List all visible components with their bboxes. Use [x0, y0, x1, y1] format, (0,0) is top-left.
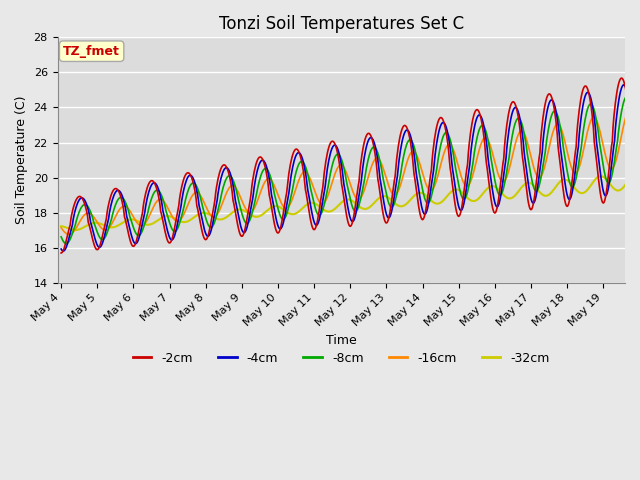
Y-axis label: Soil Temperature (C): Soil Temperature (C) [15, 96, 28, 224]
Text: TZ_fmet: TZ_fmet [63, 45, 120, 58]
Title: Tonzi Soil Temperatures Set C: Tonzi Soil Temperatures Set C [219, 15, 464, 33]
X-axis label: Time: Time [326, 334, 356, 347]
Legend: -2cm, -4cm, -8cm, -16cm, -32cm: -2cm, -4cm, -8cm, -16cm, -32cm [128, 347, 555, 370]
